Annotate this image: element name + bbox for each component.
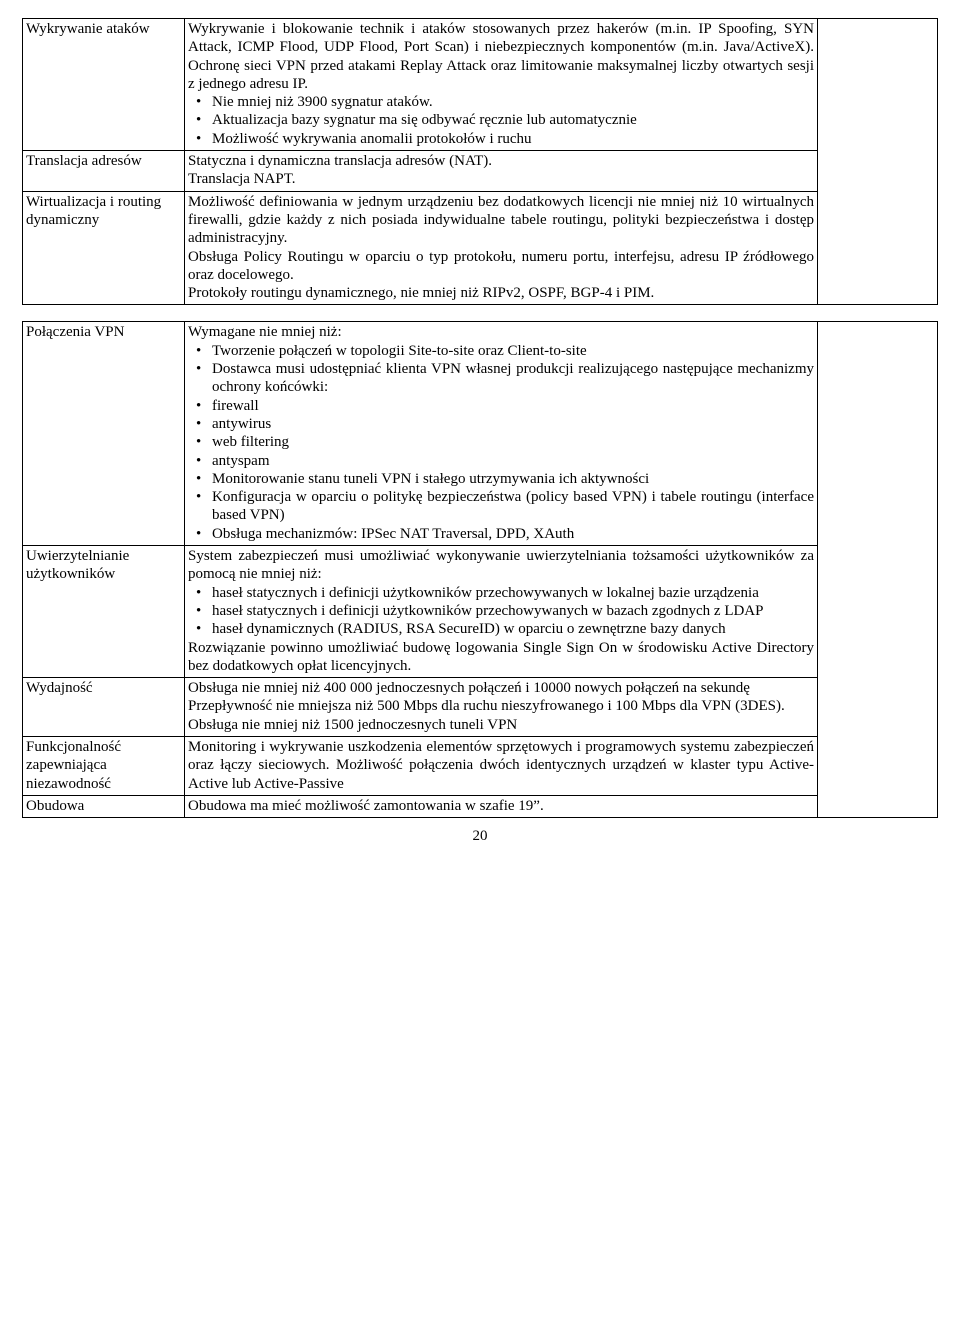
row-label: Połączenia VPN — [23, 322, 185, 546]
desc-paragraph: Obudowa ma mieć możliwość zamontowania w… — [188, 797, 814, 815]
row-label: Translacja adresów — [23, 151, 185, 192]
desc-bullet: antywirus — [188, 415, 814, 433]
desc-bullet: haseł dynamicznych (RADIUS, RSA SecureID… — [188, 620, 814, 638]
desc-paragraph: Wykrywanie i blokowanie technik i ataków… — [188, 20, 814, 93]
table-row: Translacja adresówStatyczna i dynamiczna… — [23, 151, 938, 192]
desc-paragraph: Możliwość definiowania w jednym urządzen… — [188, 193, 814, 248]
desc-bullet-list: Nie mniej niż 3900 sygnatur ataków.Aktua… — [188, 93, 814, 148]
row-desc: Statyczna i dynamiczna translacja adresó… — [185, 151, 818, 192]
spec-table-0: Wykrywanie atakówWykrywanie i blokowanie… — [22, 18, 938, 305]
row-label: Wydajność — [23, 678, 185, 737]
desc-paragraph: Wymagane nie mniej niż: — [188, 323, 814, 341]
row-desc: Wymagane nie mniej niż:Tworzenie połącze… — [185, 322, 818, 546]
row-label: Funkcjonalność zapewniająca niezawodność — [23, 736, 185, 795]
spec-table-page: Wykrywanie atakówWykrywanie i blokowanie… — [22, 18, 938, 818]
row-desc: Obsługa nie mniej niż 400 000 jednoczesn… — [185, 678, 818, 737]
desc-bullet-list: Tworzenie połączeń w topologii Site-to-s… — [188, 342, 814, 543]
desc-paragraph: Obsługa nie mniej niż 400 000 jednoczesn… — [188, 679, 814, 697]
desc-paragraph: Obsługa nie mniej niż 1500 jednoczesnych… — [188, 716, 814, 734]
table-row: Wykrywanie atakówWykrywanie i blokowanie… — [23, 19, 938, 151]
blank-column — [818, 19, 938, 305]
blank-column — [818, 322, 938, 818]
row-desc: Obudowa ma mieć możliwość zamontowania w… — [185, 795, 818, 817]
desc-paragraph: Monitoring i wykrywanie uszkodzenia elem… — [188, 738, 814, 793]
desc-bullet: web filtering — [188, 433, 814, 451]
desc-paragraph: Obsługa Policy Routingu w oparciu o typ … — [188, 248, 814, 285]
table-row: Wirtualizacja i routing dynamicznyMożliw… — [23, 191, 938, 305]
desc-paragraph: System zabezpieczeń musi umożliwiać wyko… — [188, 547, 814, 584]
desc-bullet: firewall — [188, 397, 814, 415]
table-row: Połączenia VPNWymagane nie mniej niż:Two… — [23, 322, 938, 546]
desc-bullet: antyspam — [188, 452, 814, 470]
desc-paragraph: Protokoły routingu dynamicznego, nie mni… — [188, 284, 814, 302]
page-number: 20 — [22, 828, 938, 845]
desc-paragraph: Statyczna i dynamiczna translacja adresó… — [188, 152, 814, 170]
spec-table-1: Połączenia VPNWymagane nie mniej niż:Two… — [22, 321, 938, 818]
desc-paragraph: Przepływność nie mniejsza niż 500 Mbps d… — [188, 697, 814, 715]
desc-bullet: haseł statycznych i definicji użytkownik… — [188, 584, 814, 602]
desc-bullet: Możliwość wykrywania anomalii protokołów… — [188, 130, 814, 148]
desc-bullet: Monitorowanie stanu tuneli VPN i stałego… — [188, 470, 814, 488]
row-label: Wirtualizacja i routing dynamiczny — [23, 191, 185, 305]
row-label: Obudowa — [23, 795, 185, 817]
desc-bullet: Konfiguracja w oparciu o politykę bezpie… — [188, 488, 814, 525]
table-row: Funkcjonalność zapewniająca niezawodność… — [23, 736, 938, 795]
desc-bullet: Obsługa mechanizmów: IPSec NAT Traversal… — [188, 525, 814, 543]
row-label: Wykrywanie ataków — [23, 19, 185, 151]
desc-bullet: Dostawca musi udostępniać klienta VPN wł… — [188, 360, 814, 397]
desc-paragraph: Translacja NAPT. — [188, 170, 814, 188]
row-desc: System zabezpieczeń musi umożliwiać wyko… — [185, 546, 818, 678]
desc-bullet: Aktualizacja bazy sygnatur ma się odbywa… — [188, 111, 814, 129]
desc-bullet: haseł statycznych i definicji użytkownik… — [188, 602, 814, 620]
row-desc: Monitoring i wykrywanie uszkodzenia elem… — [185, 736, 818, 795]
row-desc: Wykrywanie i blokowanie technik i ataków… — [185, 19, 818, 151]
row-desc: Możliwość definiowania w jednym urządzen… — [185, 191, 818, 305]
desc-paragraph: Rozwiązanie powinno umożliwiać budowę lo… — [188, 639, 814, 676]
row-label: Uwierzytelnianie użytkowników — [23, 546, 185, 678]
table-row: WydajnośćObsługa nie mniej niż 400 000 j… — [23, 678, 938, 737]
table-row: ObudowaObudowa ma mieć możliwość zamonto… — [23, 795, 938, 817]
desc-bullet: Tworzenie połączeń w topologii Site-to-s… — [188, 342, 814, 360]
desc-bullet-list: haseł statycznych i definicji użytkownik… — [188, 584, 814, 639]
table-row: Uwierzytelnianie użytkownikówSystem zabe… — [23, 546, 938, 678]
desc-bullet: Nie mniej niż 3900 sygnatur ataków. — [188, 93, 814, 111]
